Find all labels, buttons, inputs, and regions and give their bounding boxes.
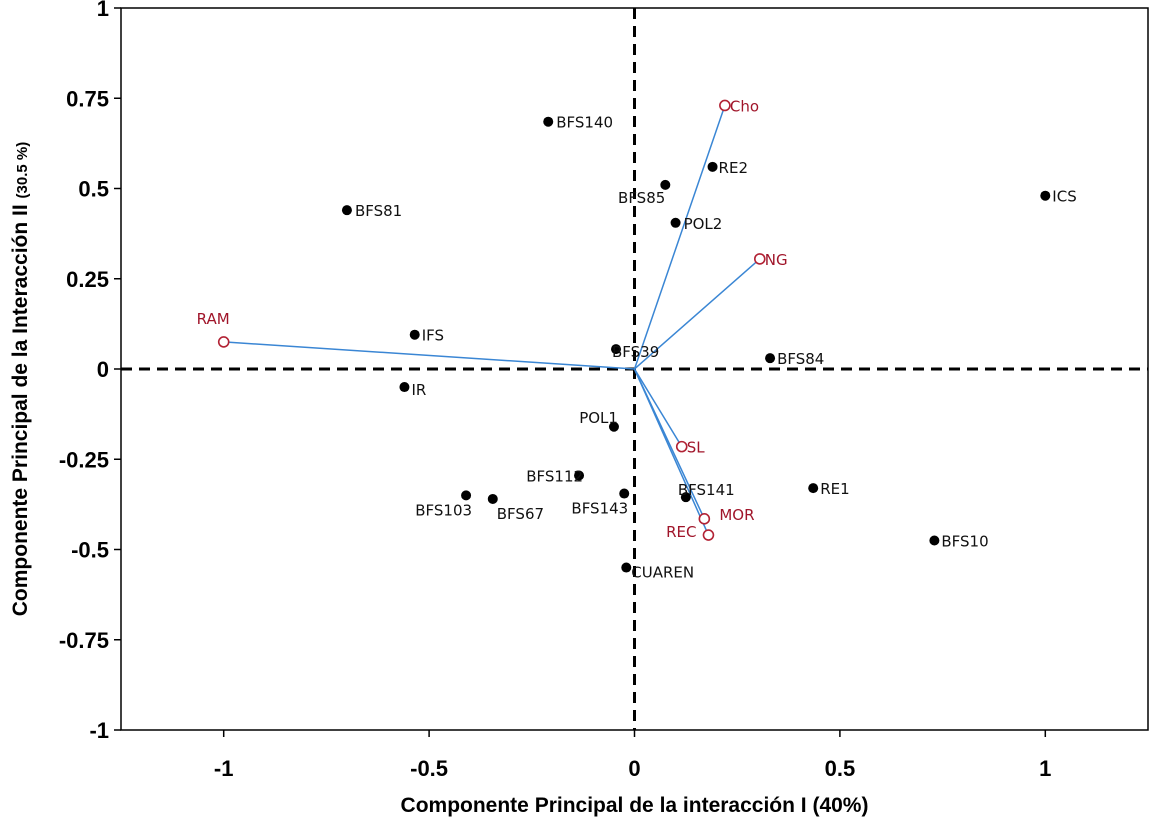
y-tick-label: 0 <box>97 357 109 382</box>
genotype-label-ifs: IFS <box>422 327 444 345</box>
genotype-label-bfs112: BFS112 <box>526 467 583 485</box>
genotype-point-cuaren <box>621 562 632 573</box>
genotype-point-bfs143 <box>619 488 630 499</box>
tick-labels: -1 -0.5 0 0.5 1 1 0.75 0.5 0.25 0 -0.25 -0.5 -0.75 -1 <box>59 0 1052 781</box>
y-axis-title: Componente Principal de la Interacción I… <box>9 142 32 616</box>
y-axis-title-pct: (30.5 %) <box>14 142 31 199</box>
genotype-label-bfs85: BFS85 <box>618 189 665 207</box>
y-tick-label: 0.75 <box>66 86 109 111</box>
genotype-point-ir <box>399 382 410 393</box>
variable-label-rec: REC <box>666 523 696 541</box>
variable-point-mor <box>698 513 711 525</box>
point-labels: Cho NG RAM SL MOR REC BFS140 RE2 BFS85 POL2 ICS BFS… <box>197 97 1077 581</box>
vector-line-ng <box>634 258 761 370</box>
variable-label-ram: RAM <box>197 310 230 328</box>
genotype-label-bfs39: BFS39 <box>612 343 659 361</box>
y-tick-label: 0.25 <box>66 267 109 292</box>
genotype-label-re1: RE1 <box>820 480 849 498</box>
variable-point-ram <box>217 336 230 348</box>
y-tick-label: -0.5 <box>71 538 109 563</box>
y-axis-title-text: Componente Principal de la Interacción I… <box>9 204 32 616</box>
variable-vectors <box>223 105 761 536</box>
genotype-point-bfs67 <box>487 493 498 504</box>
variable-label-mor: MOR <box>719 506 754 524</box>
data-points <box>217 99 1051 573</box>
genotype-label-pol2: POL2 <box>684 215 723 233</box>
genotype-point-pol2 <box>670 217 681 228</box>
genotype-point-bfs141 <box>680 492 691 503</box>
y-tick-label: -1 <box>89 718 109 743</box>
genotype-label-bfs140: BFS140 <box>556 114 613 132</box>
genotype-point-bfs39 <box>611 344 622 355</box>
genotype-label-re2: RE2 <box>719 159 748 177</box>
genotype-label-bfs103: BFS103 <box>415 501 472 519</box>
genotype-point-pol1 <box>608 421 619 432</box>
genotype-label-bfs67: BFS67 <box>497 505 544 523</box>
genotype-point-bfs112 <box>574 470 585 481</box>
genotype-label-bfs141: BFS141 <box>678 481 735 499</box>
axes-frame <box>114 7 1149 737</box>
variable-point-sl <box>675 440 688 453</box>
variable-label-cho: Cho <box>730 97 759 115</box>
genotype-label-ics: ICS <box>1052 188 1076 206</box>
genotype-label-ir: IR <box>411 381 426 399</box>
genotype-point-bfs85 <box>660 179 671 190</box>
y-tick-label: 1 <box>97 0 109 21</box>
genotype-point-ics <box>1040 190 1051 201</box>
genotype-label-bfs81: BFS81 <box>355 202 402 220</box>
x-tick-label: -0.5 <box>410 756 448 781</box>
variable-point-rec <box>702 529 715 541</box>
x-tick-label: 1 <box>1039 756 1051 781</box>
variable-point-cho <box>719 99 731 112</box>
genotype-label-cuaren: CUAREN <box>631 564 694 582</box>
genotype-point-re1 <box>808 483 819 494</box>
genotype-point-bfs140 <box>543 116 554 127</box>
genotype-label-pol1: POL1 <box>579 409 618 427</box>
genotype-point-bfs103 <box>461 490 472 501</box>
genotype-point-re2 <box>707 161 718 172</box>
variable-point-ng <box>753 253 766 265</box>
variable-label-ng: NG <box>765 251 788 269</box>
genotype-label-bfs143: BFS143 <box>571 500 628 518</box>
genotype-point-bfs84 <box>765 353 776 364</box>
x-tick-label: -1 <box>214 756 234 781</box>
vector-line-cho <box>633 105 726 370</box>
genotype-label-bfs10: BFS10 <box>941 532 988 550</box>
genotype-point-ifs <box>409 329 420 340</box>
x-axis-title: Componente Principal de la interacción I… <box>401 794 869 817</box>
genotype-point-bfs81 <box>341 205 352 216</box>
x-tick-label: 0.5 <box>825 756 856 781</box>
y-tick-label: -0.75 <box>59 628 109 653</box>
y-tick-label: 0.5 <box>78 177 109 202</box>
vector-line-ram <box>223 341 635 370</box>
axis-titles: Componente Principal de la interacción I… <box>9 142 868 817</box>
x-tick-label: 0 <box>628 756 640 781</box>
variable-label-sl: SL <box>687 439 706 457</box>
vector-line-rec <box>633 368 710 536</box>
genotype-point-bfs10 <box>929 535 940 546</box>
vector-line-sl <box>633 368 683 448</box>
y-tick-label: -0.25 <box>59 447 109 472</box>
genotype-label-bfs84: BFS84 <box>777 350 824 368</box>
